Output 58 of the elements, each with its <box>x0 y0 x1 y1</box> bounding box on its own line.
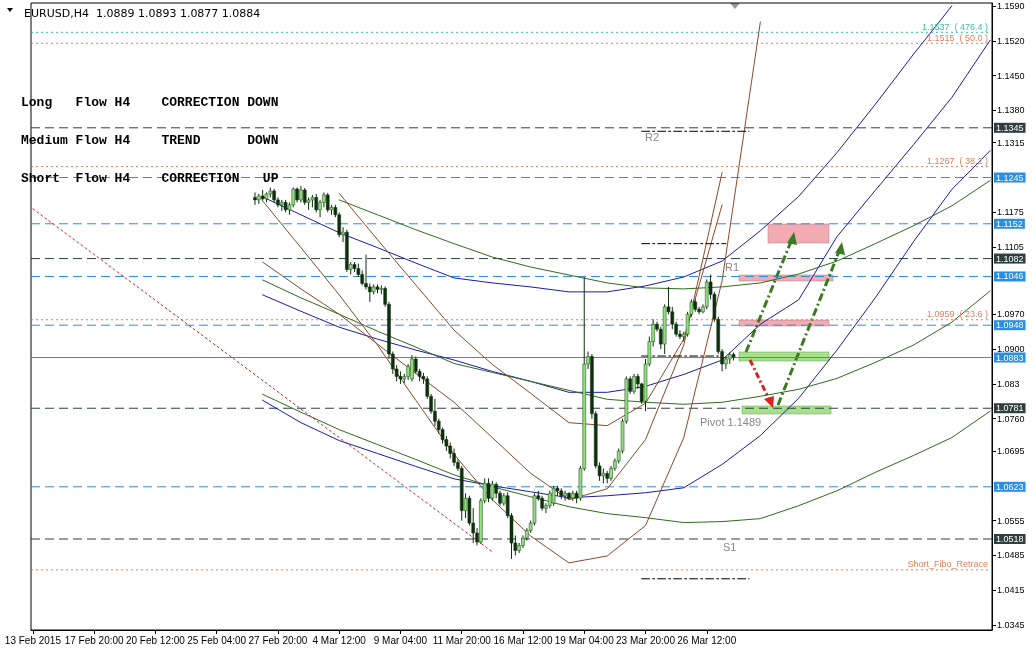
x-tick-label: 26 Mar 12:00 <box>677 634 737 646</box>
ref-line-label: 1.1345 <box>996 122 1024 133</box>
y-tick-label: 1.0695 <box>997 446 1025 456</box>
y-tick-label: 1.0555 <box>997 515 1025 526</box>
line-series <box>262 150 991 499</box>
ref-line-label: Short_Fibo_Retrace <box>907 559 988 570</box>
ref-line-label: 1.0883 <box>996 352 1024 363</box>
line-series <box>338 180 991 290</box>
annotation: Medium Flow H4 TREND DOWN <box>21 133 279 148</box>
candlestick <box>253 191 257 206</box>
y-tick-label: 1.0970 <box>997 309 1025 320</box>
line-series <box>262 279 991 405</box>
x-tick-label: 4 Mar 12:00 <box>312 634 367 646</box>
x-tick-label: 9 Mar 04:00 <box>373 634 428 646</box>
ref-line-label: 1.1152 <box>996 218 1023 229</box>
y-tick-label: 1.1380 <box>997 105 1025 116</box>
y-tick-label: 1.0900 <box>997 344 1025 355</box>
y-tick-label: 1.1315 <box>997 137 1025 148</box>
y-tick-label: 1.0485 <box>997 550 1025 561</box>
annotation: Long Flow H4 CORRECTION DOWN <box>21 95 279 110</box>
candlestick <box>410 354 414 382</box>
ref-line-label: 1.0623 <box>996 481 1024 492</box>
y-tick-label: 1.0345 <box>997 620 1025 631</box>
candlestick <box>563 490 567 502</box>
ref-line-label: 1.0948 <box>996 320 1024 331</box>
x-tick-label: 13 Feb 2015 <box>4 634 62 646</box>
candlestick <box>632 373 636 395</box>
x-tick-label: 25 Feb 04:00 <box>187 634 247 646</box>
y-tick-label: 1.0415 <box>997 585 1025 596</box>
annotation: Pivot 1.1489 <box>700 415 762 428</box>
y-tick-label: 1.0760 <box>997 413 1025 424</box>
annotation: R1 <box>725 260 740 273</box>
x-tick-label: 20 Feb 12:00 <box>125 634 186 646</box>
y-tick-label: 1.1590 <box>997 0 1025 11</box>
candlestick <box>314 193 318 213</box>
ref-line-label: 1.1245 <box>996 172 1024 183</box>
x-tick-label: 27 Feb 20:00 <box>248 634 308 646</box>
x-tick-label: 19 Mar 04:00 <box>554 634 615 646</box>
x-tick-label: 17 Feb 20:00 <box>64 634 125 646</box>
ref-line-label: 1.0959 ( 23.6 ) <box>926 309 988 320</box>
annotation: S1 <box>723 540 737 553</box>
x-tick-label: 16 Mar 12:00 <box>493 634 553 646</box>
ref-line-label: 1.1515 ( 50.0 ) <box>926 32 988 43</box>
ref-line-label: 1.0518 <box>996 534 1024 545</box>
annotation: R2 <box>645 130 660 143</box>
x-tick-label: 23 Mar 20:00 <box>616 634 676 646</box>
y-tick-label: 1.1105 <box>997 242 1024 253</box>
y-tick-label: 1.1450 <box>997 70 1025 81</box>
chart-title: EURUSD,H4 1.0889 1.0893 1.0877 1.0884 <box>24 7 261 20</box>
ref-line-label: 1.1082 <box>996 253 1024 264</box>
line-series <box>262 393 991 524</box>
ref-line-label: 1.0781 <box>996 403 1024 414</box>
candlestick <box>486 477 491 503</box>
x-tick-label: 11 Mar 20:00 <box>432 634 492 646</box>
y-tick-label: 1.1520 <box>997 35 1025 46</box>
y-tick-label: 1.1175 <box>997 207 1024 218</box>
y-tick-label: 1.083 <box>997 378 1020 389</box>
ref-line-label: 1.1046 <box>996 271 1024 282</box>
